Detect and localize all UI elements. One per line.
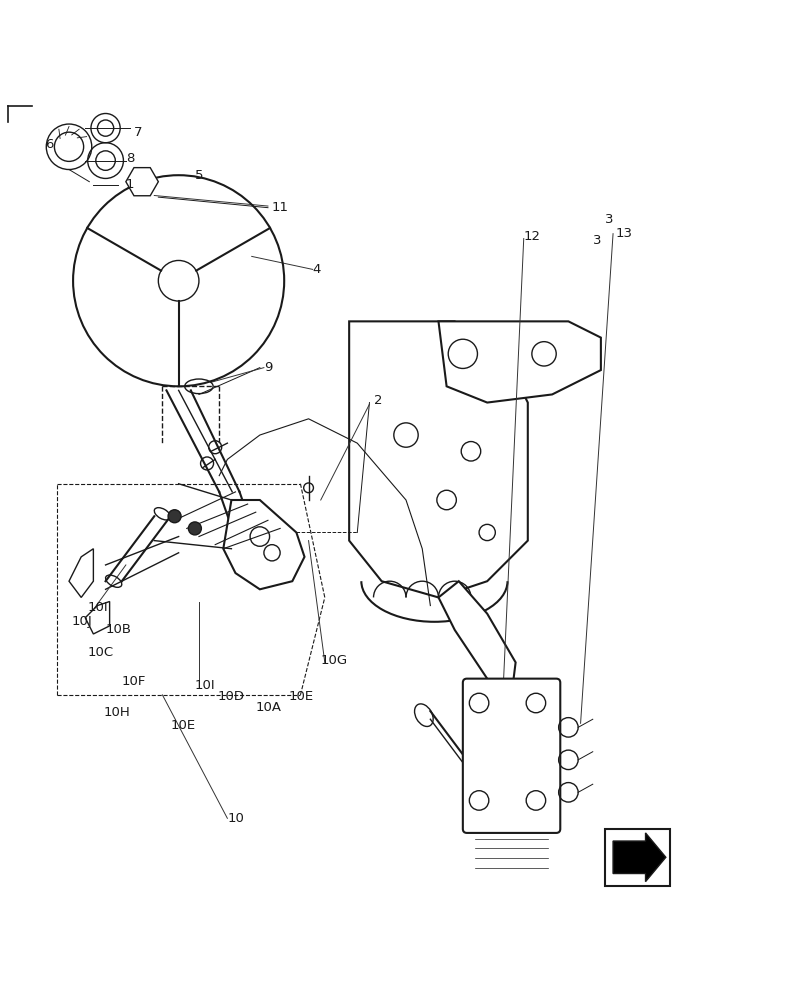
Text: 7: 7 [134,126,142,139]
Text: 8: 8 [126,152,134,165]
Text: 10E: 10E [170,719,195,732]
Text: 13: 13 [615,227,632,240]
Text: 10J: 10J [71,615,92,628]
Polygon shape [612,833,665,882]
Text: 12: 12 [523,230,540,243]
Polygon shape [85,601,109,634]
Text: 10F: 10F [122,675,146,688]
Polygon shape [69,549,93,597]
Text: 11: 11 [272,201,289,214]
Text: 10B: 10B [105,623,131,636]
Polygon shape [438,581,515,703]
Text: 5: 5 [195,169,203,182]
Text: 2: 2 [373,394,381,407]
Text: 6: 6 [45,138,53,151]
Text: 10C: 10C [88,646,114,659]
Text: 10I: 10I [195,679,215,692]
Polygon shape [223,500,304,589]
Text: 10I: 10I [88,601,108,614]
Circle shape [188,522,201,535]
Text: 3: 3 [604,213,612,226]
Text: 10H: 10H [104,706,131,719]
Text: 9: 9 [264,361,272,374]
Text: 10D: 10D [217,690,244,703]
Polygon shape [126,168,158,196]
Text: 10: 10 [227,812,244,825]
Text: 10G: 10G [320,654,347,667]
Text: 10A: 10A [255,701,281,714]
Text: 1: 1 [126,178,134,191]
Text: 3: 3 [592,234,600,247]
FancyBboxPatch shape [462,679,560,833]
Bar [604,829,669,886]
Circle shape [168,510,181,523]
Text: 10E: 10E [288,690,313,703]
Polygon shape [438,321,600,403]
Text: 4: 4 [312,263,320,276]
Polygon shape [349,321,527,597]
